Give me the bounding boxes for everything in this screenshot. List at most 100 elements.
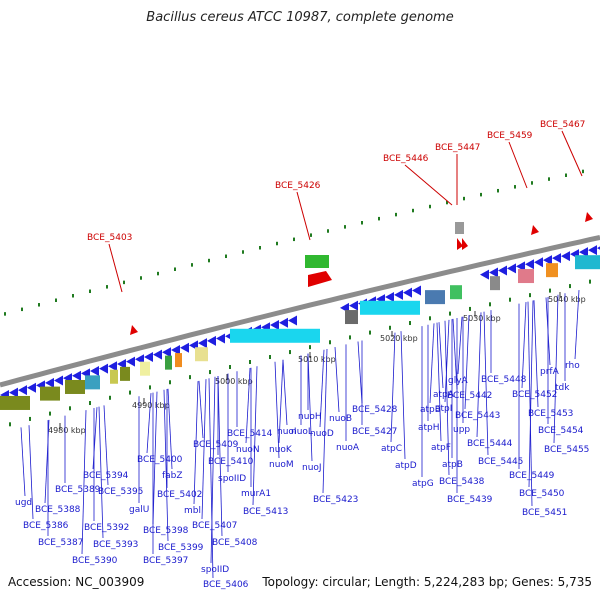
blue-leader: [274, 361, 280, 459]
blue-leader: [81, 410, 87, 555]
gene-arrow: [126, 356, 135, 367]
gene-arrow-red: [531, 225, 539, 235]
gene-arrow: [198, 338, 207, 349]
gene-arrow: [394, 289, 403, 300]
blue-gene-label: BCE_5386: [23, 521, 69, 531]
blue-gene-label: spoIID: [218, 474, 246, 484]
blue-gene-label: BCE_5410: [208, 457, 254, 467]
blue-leader: [528, 300, 534, 488]
blue-gene-label: BCE_5392: [84, 523, 129, 533]
gene-arrow: [207, 335, 216, 346]
gene-arrow: [516, 261, 525, 272]
gene-block: [85, 375, 100, 390]
gene-arrow: [180, 342, 189, 353]
gene-block: [0, 395, 30, 410]
blue-gene-label: atpF: [431, 443, 451, 453]
blue-leader: [152, 391, 158, 525]
gene-arrow-red: [130, 325, 138, 335]
gene-block: [140, 361, 150, 376]
blue-gene-label: murA1: [241, 489, 271, 499]
red-gene-label: BCE_5426: [275, 181, 321, 191]
gene-block: [40, 386, 60, 401]
gene-block: [110, 369, 118, 384]
gene-arrow: [153, 349, 162, 360]
blue-leader: [163, 389, 169, 542]
gene-arrow: [288, 315, 297, 326]
blue-gene-label: BCE_5423: [313, 495, 358, 505]
blue-leader: [334, 347, 340, 413]
genome-backbone: [0, 234, 600, 388]
blue-gene-label: nuoN: [236, 445, 260, 455]
gene-block: [450, 285, 462, 300]
gene-arrow: [597, 246, 600, 250]
blue-gene-label: BCE_5445: [478, 457, 523, 467]
blue-gene-label: atpC: [381, 444, 402, 454]
blue-gene-label: spoIID: [201, 565, 229, 575]
blue-leader: [193, 381, 199, 505]
gene-arrow: [498, 265, 507, 276]
blue-gene-label: BCE_5455: [544, 445, 589, 455]
blue-gene-label: atpB: [442, 460, 463, 470]
gene-block: [455, 222, 464, 234]
blue-gene-label: atpA: [433, 390, 455, 400]
gene-arrow: [349, 300, 358, 311]
blue-leader: [278, 359, 284, 444]
blue-gene-label: BCE_5428: [352, 405, 398, 415]
blue-gene-label: BCE_5389: [55, 485, 101, 495]
red-gene-label: BCE_5446: [383, 154, 429, 164]
kbp-label: 5000 kbp: [215, 377, 253, 386]
blue-gene-label: BCE_5395: [98, 487, 143, 497]
blue-leader: [28, 425, 34, 520]
gene-arrow-red: [457, 238, 463, 250]
gene-arrow: [27, 382, 36, 393]
gene-arrow: [534, 257, 543, 268]
red-leader: [561, 130, 583, 177]
gene-arrow: [412, 285, 421, 296]
gene-block: [120, 366, 130, 381]
blue-leader: [545, 297, 551, 366]
red-leader: [108, 243, 123, 293]
blue-gene-label: atpG: [412, 479, 434, 489]
blue-gene-label: BCE_5439: [447, 495, 493, 505]
blue-leader: [464, 315, 470, 410]
blue-gene-label: nuoM: [269, 460, 294, 470]
gene-block: [195, 347, 208, 362]
red-gene-label: BCE_5467: [540, 120, 585, 130]
gene-block: [490, 276, 500, 291]
blue-gene-label: BCE_5444: [467, 439, 513, 449]
blue-leader: [476, 312, 482, 438]
blue-gene-label: nuoA: [336, 443, 360, 453]
blue-leader: [457, 316, 463, 375]
blue-gene-label: nuoJ: [302, 463, 322, 473]
gene-arrow: [385, 291, 394, 302]
blue-leader: [217, 376, 223, 537]
blue-leader: [483, 311, 489, 456]
blue-gene-label: BCE_5399: [158, 543, 204, 553]
gene-arrow: [162, 347, 171, 358]
gene-arrow: [270, 320, 279, 331]
blue-leader: [103, 405, 109, 486]
blue-leader: [307, 353, 313, 462]
accession-text: Accession: NC_003909: [8, 575, 145, 589]
gene-arrow: [403, 287, 412, 298]
map-title: Bacillus cereus ATCC 10987, complete gen…: [146, 10, 454, 25]
blue-gene-label: nuoD: [310, 429, 334, 439]
blue-gene-label: tdk: [555, 383, 570, 393]
blue-leader: [400, 331, 406, 460]
blue-gene-label: BCE_5397: [143, 556, 188, 566]
red-gene-label: BCE_5459: [487, 131, 533, 141]
gene-arrow: [144, 351, 153, 362]
blue-leader: [20, 427, 26, 497]
blue-leader: [201, 379, 207, 520]
gene-block: [345, 310, 358, 325]
blue-leader: [282, 359, 288, 426]
blue-leader: [208, 378, 214, 579]
blue-leader: [436, 322, 442, 442]
blue-leader: [98, 406, 104, 539]
blue-gene-label: BCE_5400: [137, 455, 183, 465]
gene-block: [65, 379, 85, 394]
gene-block: [575, 255, 600, 270]
kbp-label: 5040 kbp: [548, 295, 586, 304]
blue-leader: [146, 393, 152, 454]
